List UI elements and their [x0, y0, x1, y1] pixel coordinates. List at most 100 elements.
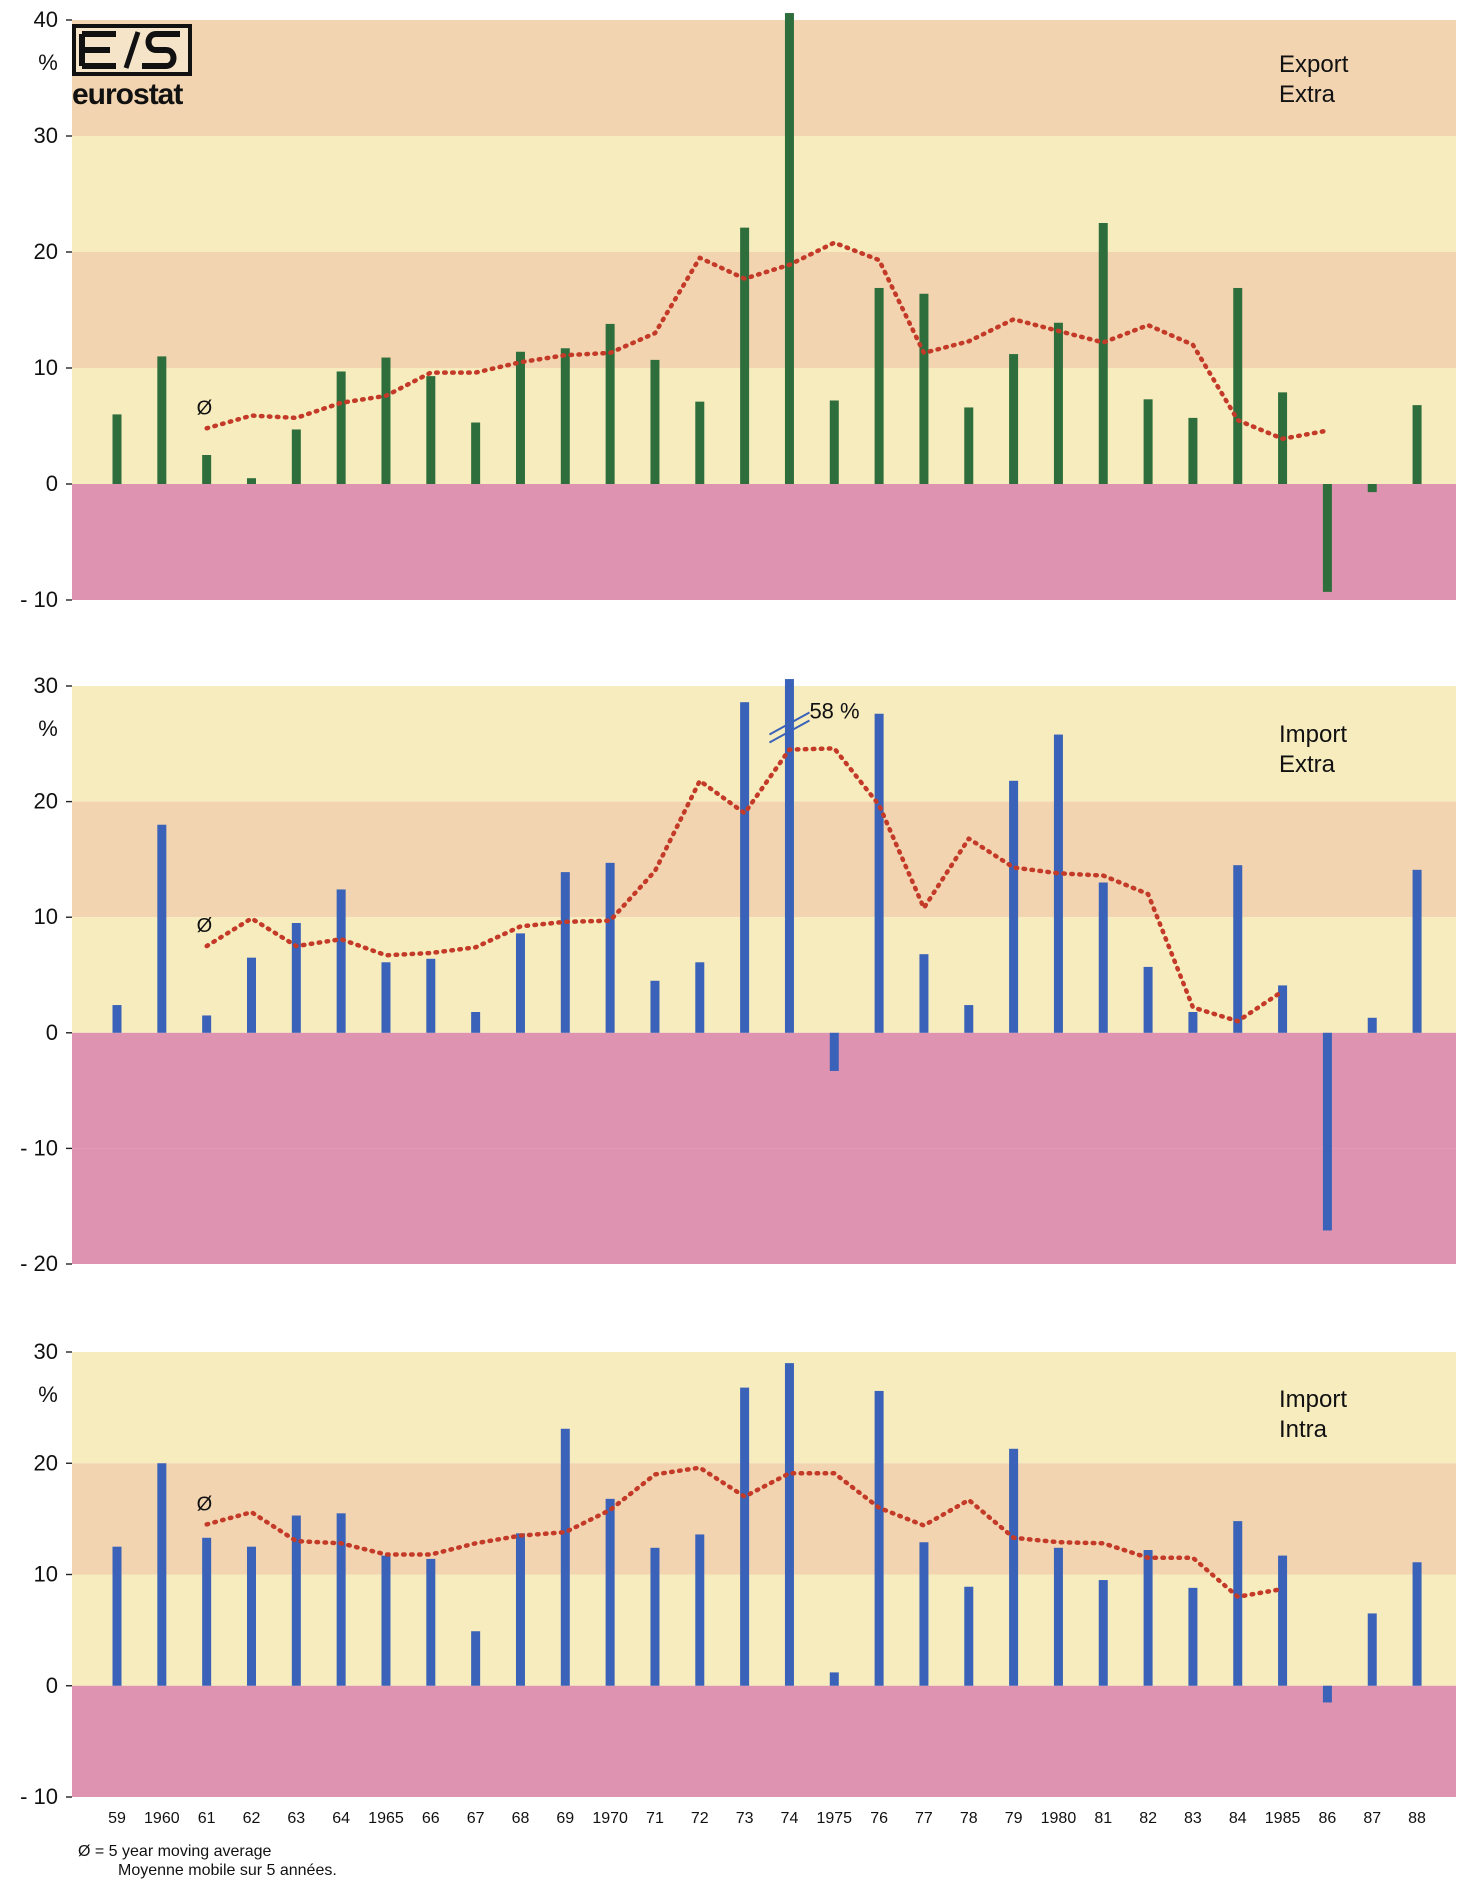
band [72, 1148, 1456, 1264]
moving-average-marker: Ø [197, 397, 213, 419]
x-tick-label: 71 [646, 1810, 664, 1827]
chart-panel-2: 30 20 10 0 - 10 - 20% Import Extra 58 % Ø [20, 673, 1456, 1276]
bar [695, 401, 705, 484]
bar [1143, 399, 1153, 484]
bar [784, 679, 794, 1033]
x-tick-label: 72 [691, 1810, 709, 1827]
band [72, 252, 1456, 368]
bar [1098, 1580, 1108, 1686]
x-tick-label: 86 [1319, 1810, 1337, 1827]
y-tick-label: - 20 [20, 1251, 58, 1276]
bar [336, 1513, 346, 1686]
x-tick-label: 1985 [1265, 1810, 1301, 1827]
bar [650, 1547, 660, 1686]
bar [1098, 882, 1108, 1033]
bar [246, 478, 256, 484]
band [72, 1032, 1456, 1149]
x-tick-label: 76 [870, 1810, 888, 1827]
chart-panel-1: 40 30 20 10 0 - 10% Export Extra Ø [20, 7, 1456, 612]
bar [471, 422, 481, 484]
bar [381, 1555, 391, 1686]
x-tick-label: 1965 [368, 1810, 404, 1827]
bar [919, 293, 929, 484]
bar [740, 1387, 750, 1686]
x-tick-label: 68 [512, 1810, 530, 1827]
x-tick-label: 1970 [592, 1810, 628, 1827]
logo-wordmark: eurostat [72, 78, 183, 111]
x-tick-label: 77 [915, 1810, 933, 1827]
x-tick-label: 66 [422, 1810, 440, 1827]
bar [471, 1631, 481, 1686]
bar [874, 1390, 884, 1686]
bar [336, 889, 346, 1033]
panel-title: Intra [1279, 1416, 1328, 1443]
bar [1009, 1448, 1019, 1686]
x-tick-label: 88 [1408, 1810, 1426, 1827]
x-tick-label: 64 [332, 1810, 350, 1827]
x-tick-label: 61 [198, 1810, 216, 1827]
x-tick-label: 83 [1184, 1810, 1202, 1827]
bar [874, 713, 884, 1033]
panel-title: Import [1279, 721, 1347, 748]
y-tick-label: - 10 [20, 587, 58, 612]
bar [1053, 322, 1063, 484]
x-tick-label: 67 [467, 1810, 485, 1827]
bar [1053, 734, 1063, 1033]
band [72, 917, 1456, 1033]
band [72, 368, 1456, 484]
bar [829, 1672, 839, 1686]
bar [291, 429, 301, 484]
bar [964, 1586, 974, 1686]
bar [740, 227, 750, 484]
moving-average-line [204, 1465, 1285, 1600]
bar [202, 455, 212, 484]
band [72, 1685, 1456, 1797]
bar [650, 359, 660, 484]
x-tick-label: 87 [1363, 1810, 1381, 1827]
bar [336, 371, 346, 484]
band [72, 801, 1456, 918]
bar [740, 702, 750, 1033]
bar [381, 962, 391, 1033]
bar [1188, 1011, 1198, 1033]
bar [784, 1363, 794, 1686]
bar [1188, 1587, 1198, 1686]
bar [1009, 780, 1019, 1033]
bar [1322, 484, 1332, 592]
bar [515, 351, 525, 484]
bar [112, 1005, 122, 1033]
footnote-line-en: Ø = 5 year moving average [78, 1843, 272, 1860]
bar [919, 954, 929, 1033]
bar [426, 1558, 436, 1686]
logo-emblem [72, 24, 192, 76]
y-tick-label: 10 [34, 355, 58, 380]
bar [784, 13, 794, 484]
bar [1233, 865, 1243, 1033]
y-tick-label: 10 [34, 904, 58, 929]
axis-break-mark [768, 711, 810, 736]
x-tick-label: 82 [1139, 1810, 1157, 1827]
x-tick-label: 1960 [144, 1810, 180, 1827]
bar [560, 1428, 570, 1686]
bar [964, 407, 974, 484]
bar [202, 1015, 212, 1033]
moving-average-line [204, 240, 1330, 442]
chart-panel-3: 30 20 10 0 - 10% Import Intra Ø [20, 1339, 1456, 1809]
x-tick-label: 69 [556, 1810, 574, 1827]
band [72, 1574, 1456, 1686]
bar [695, 1534, 705, 1686]
bar [471, 1011, 481, 1033]
bar [1143, 1550, 1153, 1686]
bar [1412, 1562, 1422, 1686]
bar [426, 958, 436, 1033]
y-unit-label: % [38, 716, 58, 741]
bar [919, 1542, 929, 1686]
bar [202, 1537, 212, 1686]
y-tick-label: 30 [34, 673, 58, 698]
x-tick-label: 79 [1005, 1810, 1023, 1827]
x-tick-label: 78 [960, 1810, 978, 1827]
x-tick-label: 1980 [1041, 1810, 1077, 1827]
bar [560, 348, 570, 484]
bar [829, 400, 839, 484]
